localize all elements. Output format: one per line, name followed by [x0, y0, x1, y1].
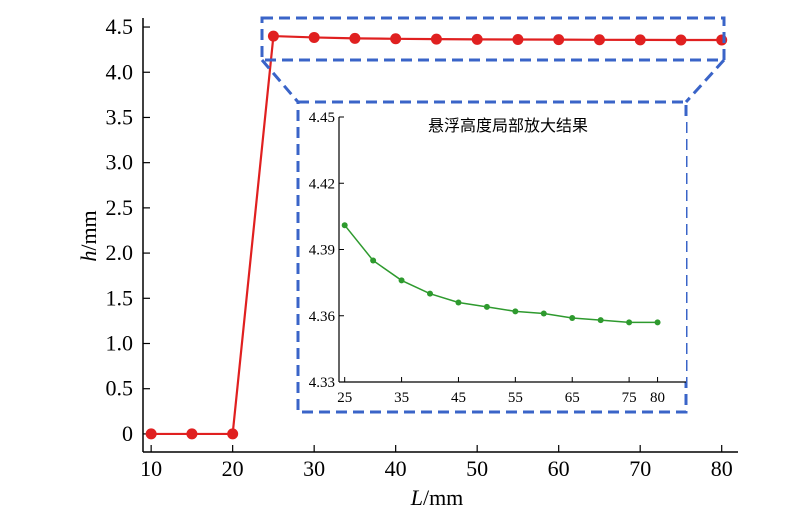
data-point	[553, 34, 565, 46]
inset-y-tick-label: 4.42	[309, 176, 335, 192]
inset-border	[296, 100, 688, 414]
inset-data-point	[370, 257, 377, 264]
inset-title: 悬浮高度局部放大结果	[428, 116, 588, 135]
y-tick-label: 1.5	[106, 285, 134, 310]
inset-y-tick-label: 4.33	[309, 375, 335, 391]
inset-plot-area	[338, 117, 686, 383]
inset-x-tick-label: 65	[565, 390, 580, 406]
inset-data-point	[626, 319, 633, 326]
data-point	[349, 32, 361, 44]
inset-data-point	[569, 314, 576, 321]
data-point	[512, 34, 524, 46]
inset-axis-ticks: 25 35 45 55 65 75 80 4.33 4.36 4.39 4.42 4.45	[309, 110, 665, 406]
zoom-connector-right	[684, 58, 726, 104]
inset-data-point	[512, 308, 519, 315]
data-point	[186, 428, 198, 440]
data-point	[634, 34, 646, 46]
main-plot-area	[142, 18, 738, 453]
data-point	[308, 31, 320, 43]
main-series	[145, 30, 728, 440]
y-axis-title: h/mm	[76, 210, 101, 261]
inset-y-tick-label: 4.39	[309, 243, 335, 259]
x-tick-label: 80	[711, 456, 733, 481]
data-point	[716, 34, 728, 46]
inset-data-point	[341, 222, 348, 229]
data-point	[675, 34, 687, 46]
y-tick-label: 2.5	[106, 195, 134, 220]
inset-data-point	[398, 277, 405, 284]
data-point	[227, 428, 239, 440]
inset-data-point	[427, 290, 434, 297]
inset-series	[341, 222, 661, 326]
inset-x-tick-label: 80	[650, 390, 665, 406]
x-tick-label: 60	[548, 456, 570, 481]
data-point	[267, 30, 279, 42]
y-tick-label: 1.0	[106, 331, 134, 356]
x-tick-label: 10	[140, 456, 162, 481]
inset-x-tick-label: 25	[337, 390, 352, 406]
data-point	[593, 34, 605, 46]
inset-data-point	[483, 303, 490, 310]
inset-data-point	[540, 310, 547, 317]
data-point	[471, 33, 483, 45]
inset-background	[339, 117, 686, 382]
data-point	[145, 428, 157, 440]
y-tick-label: 2.0	[106, 240, 134, 265]
inset-x-tick-label: 55	[508, 390, 523, 406]
data-point	[430, 33, 442, 45]
x-tick-label: 50	[466, 456, 488, 481]
main-axis-ticks: 10 20 30 40 50 60 70 80 0 0.5 1.0 1.5 2.0 2.5 3.0 3.5 4.…	[106, 14, 733, 481]
data-point	[390, 33, 402, 45]
inset-x-tick-label: 35	[394, 390, 409, 406]
inset-data-point	[654, 319, 661, 326]
inset-x-tick-label: 75	[622, 390, 637, 406]
y-tick-label: 3.0	[106, 150, 134, 175]
inset-series-line	[344, 224, 658, 324]
y-tick-label: 4.0	[106, 59, 134, 84]
inset-y-tick-label: 4.45	[309, 110, 335, 126]
zoom-highlight-box	[260, 16, 726, 414]
inset-x-tick-label: 45	[451, 390, 466, 406]
x-tick-label: 20	[222, 456, 244, 481]
x-tick-label: 70	[629, 456, 651, 481]
inset-data-point	[597, 317, 604, 324]
inset-data-point	[455, 299, 462, 306]
zoom-source-box	[260, 16, 726, 62]
y-tick-label: 4.5	[106, 14, 134, 39]
y-tick-label: 0	[122, 421, 133, 446]
inset-y-tick-label: 4.36	[309, 309, 336, 325]
x-tick-label: 30	[303, 456, 325, 481]
y-tick-label: 0.5	[106, 376, 134, 401]
zoom-connector-left	[260, 59, 300, 103]
x-axis-title: L/mm	[410, 485, 464, 510]
x-tick-label: 40	[385, 456, 407, 481]
y-tick-label: 3.5	[106, 104, 134, 129]
